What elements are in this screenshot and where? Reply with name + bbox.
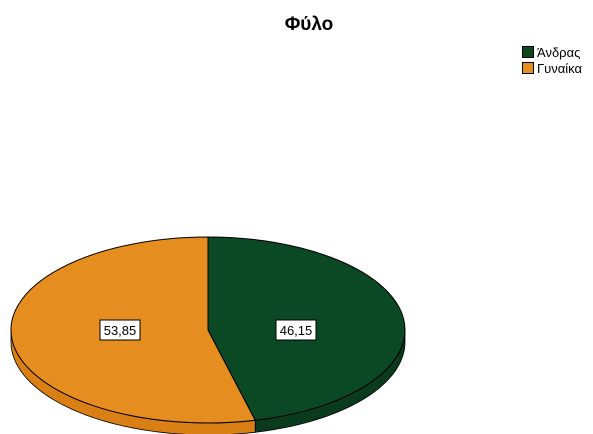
data-label-0: 46,15 [280, 323, 313, 338]
legend-swatch-female [522, 62, 534, 74]
legend-label-male: Άνδρας [537, 44, 581, 60]
legend: Άνδρας Γυναίκα [522, 44, 582, 76]
chart-title: Φύλο [284, 14, 334, 35]
data-label-box-1 [99, 319, 141, 341]
data-label-1: 53,85 [104, 323, 137, 338]
legend-swatch-male [522, 46, 534, 58]
legend-label-female: Γυναίκα [537, 60, 583, 76]
legend-item-female: Γυναίκα [522, 60, 582, 76]
legend-item-male: Άνδρας [522, 44, 582, 60]
data-label-box-0 [275, 319, 317, 341]
